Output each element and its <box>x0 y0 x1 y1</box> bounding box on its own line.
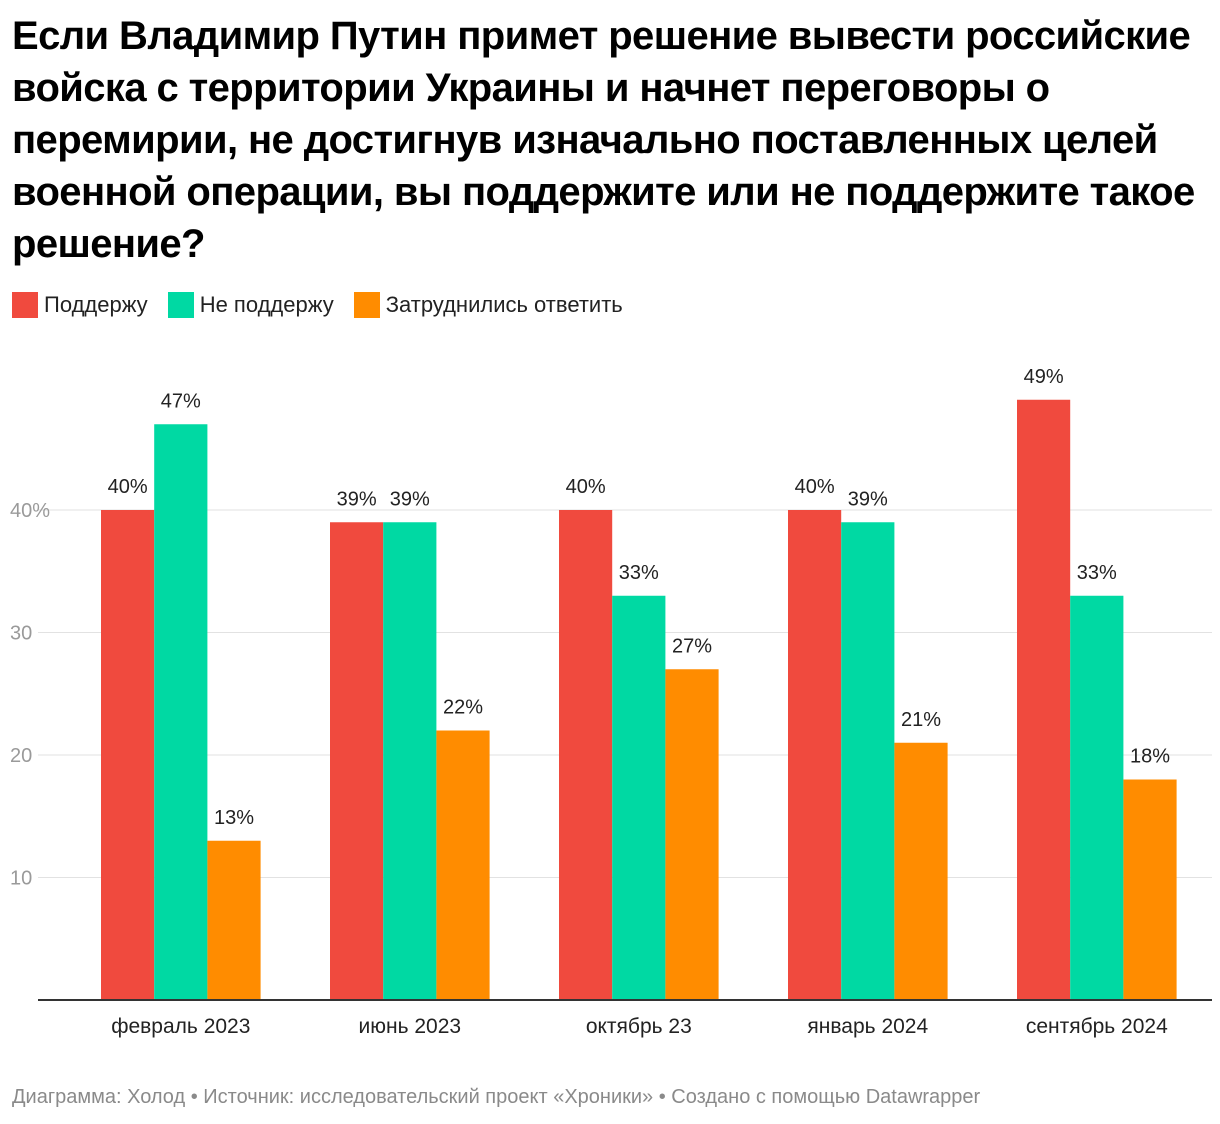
bar <box>330 522 384 1000</box>
bar <box>436 730 490 1000</box>
bar-value-label: 27% <box>672 635 712 657</box>
x-tick-label: июнь 2023 <box>359 1015 462 1038</box>
y-tick-label: 40% <box>10 500 50 522</box>
bar-value-label: 22% <box>443 697 483 719</box>
bar-value-label: 47% <box>161 390 201 412</box>
legend-swatch-support <box>12 292 38 318</box>
x-tick-label: сентябрь 2024 <box>1026 1015 1168 1038</box>
bar <box>665 669 719 1000</box>
bar <box>559 510 613 1000</box>
bar <box>1017 399 1071 1000</box>
legend-item-undecided: Затруднились ответить <box>353 292 623 318</box>
legend-label-not-support: Не поддержу <box>199 292 334 317</box>
legend-swatch-not-support <box>167 292 194 318</box>
chart-title: Если Владимир Путин примет решение вывес… <box>12 14 1195 266</box>
bar <box>788 510 842 1000</box>
legend-label-support: Поддержу <box>44 292 148 317</box>
bar-chart: 10 20 30 40% 40% 47% 13% февраль 2023 39% 39% 22% и… <box>10 366 1212 1038</box>
bar-value-label: 40% <box>795 476 835 498</box>
bar-value-label: 33% <box>619 562 659 584</box>
bar-value-label: 49% <box>1024 366 1064 388</box>
footer-credits: Диаграмма: Холод • Источник: исследовате… <box>12 1086 981 1108</box>
bar-value-label: 13% <box>214 807 254 829</box>
bar-value-label: 33% <box>1077 562 1117 584</box>
bar <box>1070 595 1124 1000</box>
bar-value-label: 21% <box>901 709 941 731</box>
bar <box>894 742 948 1000</box>
bar <box>383 522 437 1000</box>
legend-item-not-support: Не поддержу <box>167 292 334 318</box>
bar-value-label: 39% <box>848 488 888 510</box>
bar <box>612 595 666 1000</box>
y-tick-label: 20 <box>10 745 32 767</box>
bar-value-label: 18% <box>1130 746 1170 768</box>
legend-item-support: Поддержу <box>12 292 148 318</box>
y-tick-label: 10 <box>10 868 32 890</box>
x-tick-label: октябрь 23 <box>586 1015 692 1038</box>
bar <box>154 424 208 1000</box>
bar <box>207 840 261 1000</box>
x-tick-label: февраль 2023 <box>111 1015 250 1038</box>
x-tick-label: январь 2024 <box>807 1015 928 1038</box>
legend: Поддержу Не поддержу Затруднились ответи… <box>12 292 643 318</box>
legend-swatch-undecided <box>353 292 380 318</box>
bar <box>1123 779 1177 1000</box>
bar <box>101 510 155 1000</box>
bar-value-label: 40% <box>108 476 148 498</box>
bar-value-label: 39% <box>337 488 377 510</box>
bar <box>841 522 895 1000</box>
bar-value-label: 40% <box>566 476 606 498</box>
legend-label-undecided: Затруднились ответить <box>385 292 623 317</box>
bar-value-label: 39% <box>390 488 430 510</box>
y-tick-label: 30 <box>10 623 32 645</box>
